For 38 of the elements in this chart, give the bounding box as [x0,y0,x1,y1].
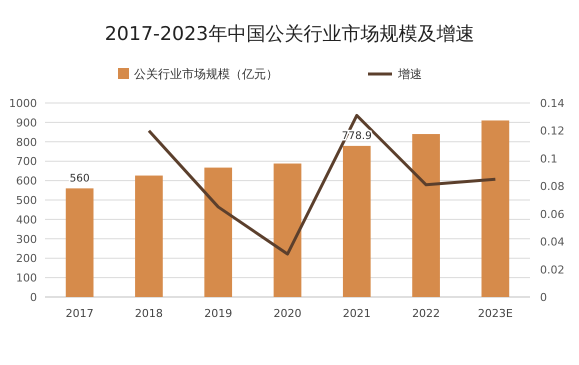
y-tick-label: 400 [16,213,37,226]
y-tick-label: 200 [16,252,37,266]
y-tick-label: 300 [16,232,37,246]
x-tick-label: 2019 [204,307,232,320]
y-tick-label: 0 [30,291,37,304]
chart-title: 2017-2023年中国公关行业市场规模及增速 [104,23,474,45]
x-tick-label: 2017 [66,307,94,320]
legend-label: 公关行业市场规模（亿元） [134,67,278,81]
y2-tick-label: 0 [540,291,547,304]
y-tick-label: 600 [16,174,37,188]
x-tick-label: 2020 [274,307,302,320]
bar [135,176,163,297]
bar [412,134,440,297]
x-tick-label: 2018 [134,307,163,320]
bar [204,168,232,297]
y2-tick-label: 0.12 [540,124,564,138]
data-label: 560 [70,172,90,184]
y2-tick-label: 0.1 [540,152,558,166]
y-tick-label: 100 [16,272,37,285]
x-tick-label: 2022 [412,307,440,320]
y2-tick-label: 0.06 [540,208,564,221]
y2-tick-label: 0.02 [540,263,564,276]
y-tick-label: 800 [16,136,37,149]
bar [274,164,302,297]
y-tick-label: 900 [16,116,37,130]
x-tick-label: 2023E [478,307,513,320]
line-series [147,114,497,256]
legend-label: 增速 [397,67,422,81]
bar [66,188,94,297]
y-tick-label: 500 [16,194,37,207]
y2-tick-label: 0.14 [540,97,564,110]
x-tick-label: 2021 [342,307,371,320]
y2-tick-label: 0.04 [540,236,564,249]
y2-tick-label: 0.08 [540,180,564,194]
y-tick-label: 1000 [9,97,37,110]
bar [342,146,371,297]
y-tick-label: 700 [16,155,37,168]
bar [482,120,510,297]
